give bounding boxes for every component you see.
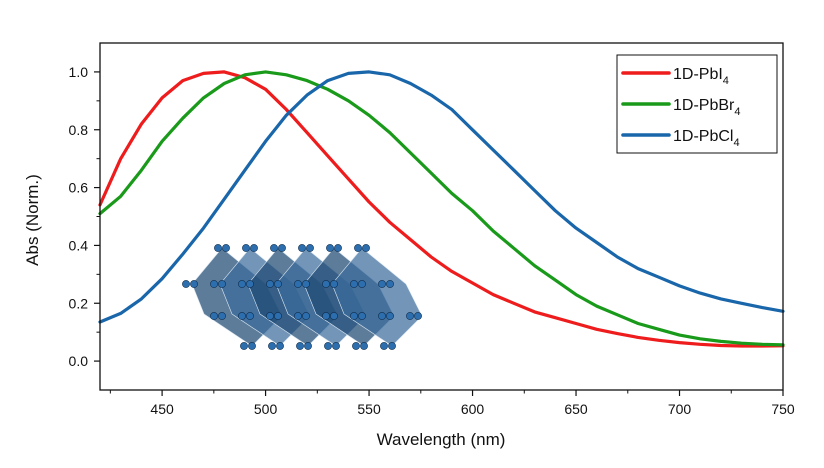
atom-dot — [380, 342, 388, 350]
inset-structure-image — [182, 244, 423, 350]
atom-dot — [274, 280, 282, 288]
atom-dot — [218, 280, 226, 288]
atom-dot — [248, 342, 256, 350]
atom-dot — [182, 280, 190, 288]
x-tick-label: 700 — [668, 401, 692, 417]
atom-dot — [214, 244, 222, 252]
atom-dot — [296, 342, 304, 350]
y-tick-label: 0.0 — [69, 353, 89, 369]
atom-dot — [378, 312, 386, 320]
atom-dot — [238, 312, 246, 320]
atom-dot — [222, 244, 230, 252]
atom-dot — [324, 342, 332, 350]
atom-dot — [298, 244, 306, 252]
axes-layer: 450 500 550 600 650 700 750 0.0 0.2 0.4 0.6 0.8 1.0 — [69, 42, 795, 417]
atom-dot — [354, 244, 362, 252]
atom-dot — [246, 280, 254, 288]
y-axis-label: Abs (Norm.) — [23, 174, 42, 266]
atom-dot — [388, 342, 396, 350]
legend-label: 1D-PbI4 — [673, 66, 729, 87]
atom-dot — [414, 312, 422, 320]
atom-dot — [304, 342, 312, 350]
atom-dot — [350, 280, 358, 288]
series-layer — [98, 70, 785, 348]
atom-dot — [332, 342, 340, 350]
atom-dot — [190, 280, 198, 288]
legend-subscript: 4 — [733, 137, 739, 149]
atom-dot — [268, 342, 276, 350]
y-tick-label: 0.8 — [69, 122, 89, 138]
legend-label: 1D-PbBr4 — [673, 97, 740, 118]
atom-dot — [334, 244, 342, 252]
atom-dot — [358, 280, 366, 288]
x-tick-label: 550 — [357, 401, 381, 417]
atom-dot — [322, 280, 330, 288]
atom-dot — [270, 244, 278, 252]
atom-dot — [218, 312, 226, 320]
atom-dot — [330, 312, 338, 320]
legend-subscript: 4 — [734, 106, 740, 118]
atom-dot — [386, 312, 394, 320]
atom-dot — [378, 280, 386, 288]
y-tick-label: 1.0 — [69, 64, 89, 80]
y-tick-label: 0.2 — [69, 295, 89, 311]
x-tick-label: 600 — [461, 401, 485, 417]
x-tick-label: 750 — [771, 401, 795, 417]
atom-dot — [266, 312, 274, 320]
y-tick-label: 0.4 — [69, 237, 89, 253]
atom-dot — [406, 312, 414, 320]
atom-dot — [242, 244, 250, 252]
atom-dot — [276, 342, 284, 350]
x-tick-label: 500 — [254, 401, 278, 417]
x-tick-label: 450 — [150, 401, 174, 417]
atom-dot — [294, 280, 302, 288]
atom-dot — [352, 342, 360, 350]
atom-dot — [210, 312, 218, 320]
series-line-2 — [98, 70, 785, 324]
atom-dot — [302, 312, 310, 320]
x-axis-label: Wavelength (nm) — [377, 430, 506, 449]
atom-dot — [274, 312, 282, 320]
y-tick-label: 0.6 — [69, 180, 89, 196]
atom-dot — [350, 312, 358, 320]
atom-dot — [246, 312, 254, 320]
atom-dot — [240, 342, 248, 350]
legend-subscript: 4 — [723, 75, 729, 87]
atom-dot — [362, 244, 370, 252]
atom-dot — [302, 280, 310, 288]
atom-dot — [358, 312, 366, 320]
atom-dot — [330, 280, 338, 288]
atom-dot — [322, 312, 330, 320]
atom-dot — [306, 244, 314, 252]
series-line-1 — [98, 70, 785, 347]
legend-label: 1D-PbCl4 — [673, 128, 740, 149]
atom-dot — [210, 280, 218, 288]
atom-dot — [278, 244, 286, 252]
atom-dot — [250, 244, 258, 252]
x-tick-label: 650 — [564, 401, 588, 417]
atom-dot — [238, 280, 246, 288]
legend: 1D-PbI4 1D-PbBr4 1D-PbCl4 — [616, 54, 778, 154]
atom-dot — [266, 280, 274, 288]
atom-dot — [386, 280, 394, 288]
atom-dot — [326, 244, 334, 252]
series-line-0 — [98, 70, 785, 348]
atom-dot — [294, 312, 302, 320]
atom-dot — [360, 342, 368, 350]
